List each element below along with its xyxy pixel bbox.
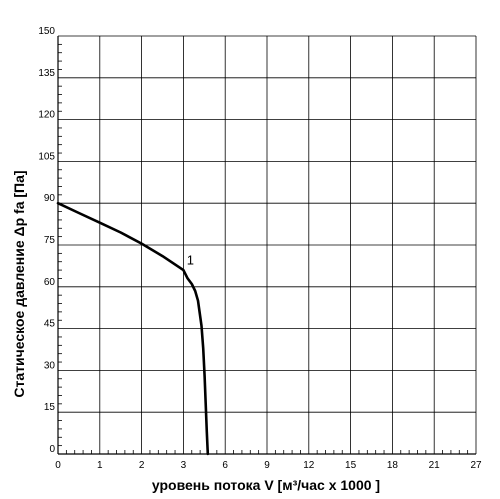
x-tick-label: 21 <box>429 460 441 471</box>
y-tick-label: 45 <box>44 319 56 330</box>
x-axis-title: уровень потока V [м³/час x 1000 ] <box>152 477 380 493</box>
y-tick-label: 75 <box>44 235 56 246</box>
series-line <box>56 201 210 456</box>
x-tick-label: 15 <box>345 460 357 471</box>
grid <box>57 35 477 455</box>
tick-labels: 0123691215182127330153045607590105120135… <box>38 26 482 471</box>
y-tick-label: 135 <box>38 68 55 79</box>
y-tick-label: 150 <box>38 26 55 37</box>
x-tick-label: 2 <box>139 460 145 471</box>
x-tick-label: 9 <box>264 460 270 471</box>
x-tick-label: 1 <box>97 460 103 471</box>
y-tick-label: 60 <box>44 277 56 288</box>
curve-label: 1 <box>187 253 194 268</box>
y-tick-label: 15 <box>44 402 56 413</box>
x-tick-label: 18 <box>387 460 399 471</box>
x-tick-label: 6 <box>222 460 228 471</box>
series: 1 <box>56 201 210 456</box>
y-tick-label: 0 <box>49 444 55 455</box>
x-tick-label: 0 <box>55 460 61 471</box>
y-axis-title: Статическое давление Δp fa [Па] <box>11 170 27 397</box>
y-tick-label: 120 <box>38 110 55 121</box>
y-tick-label: 30 <box>44 360 56 371</box>
y-tick-label: 90 <box>44 193 56 204</box>
x-tick-label: 3 <box>181 460 187 471</box>
x-tick-label: 12 <box>303 460 315 471</box>
x-tick-label: 27 <box>470 460 482 471</box>
y-tick-label: 105 <box>38 151 55 162</box>
